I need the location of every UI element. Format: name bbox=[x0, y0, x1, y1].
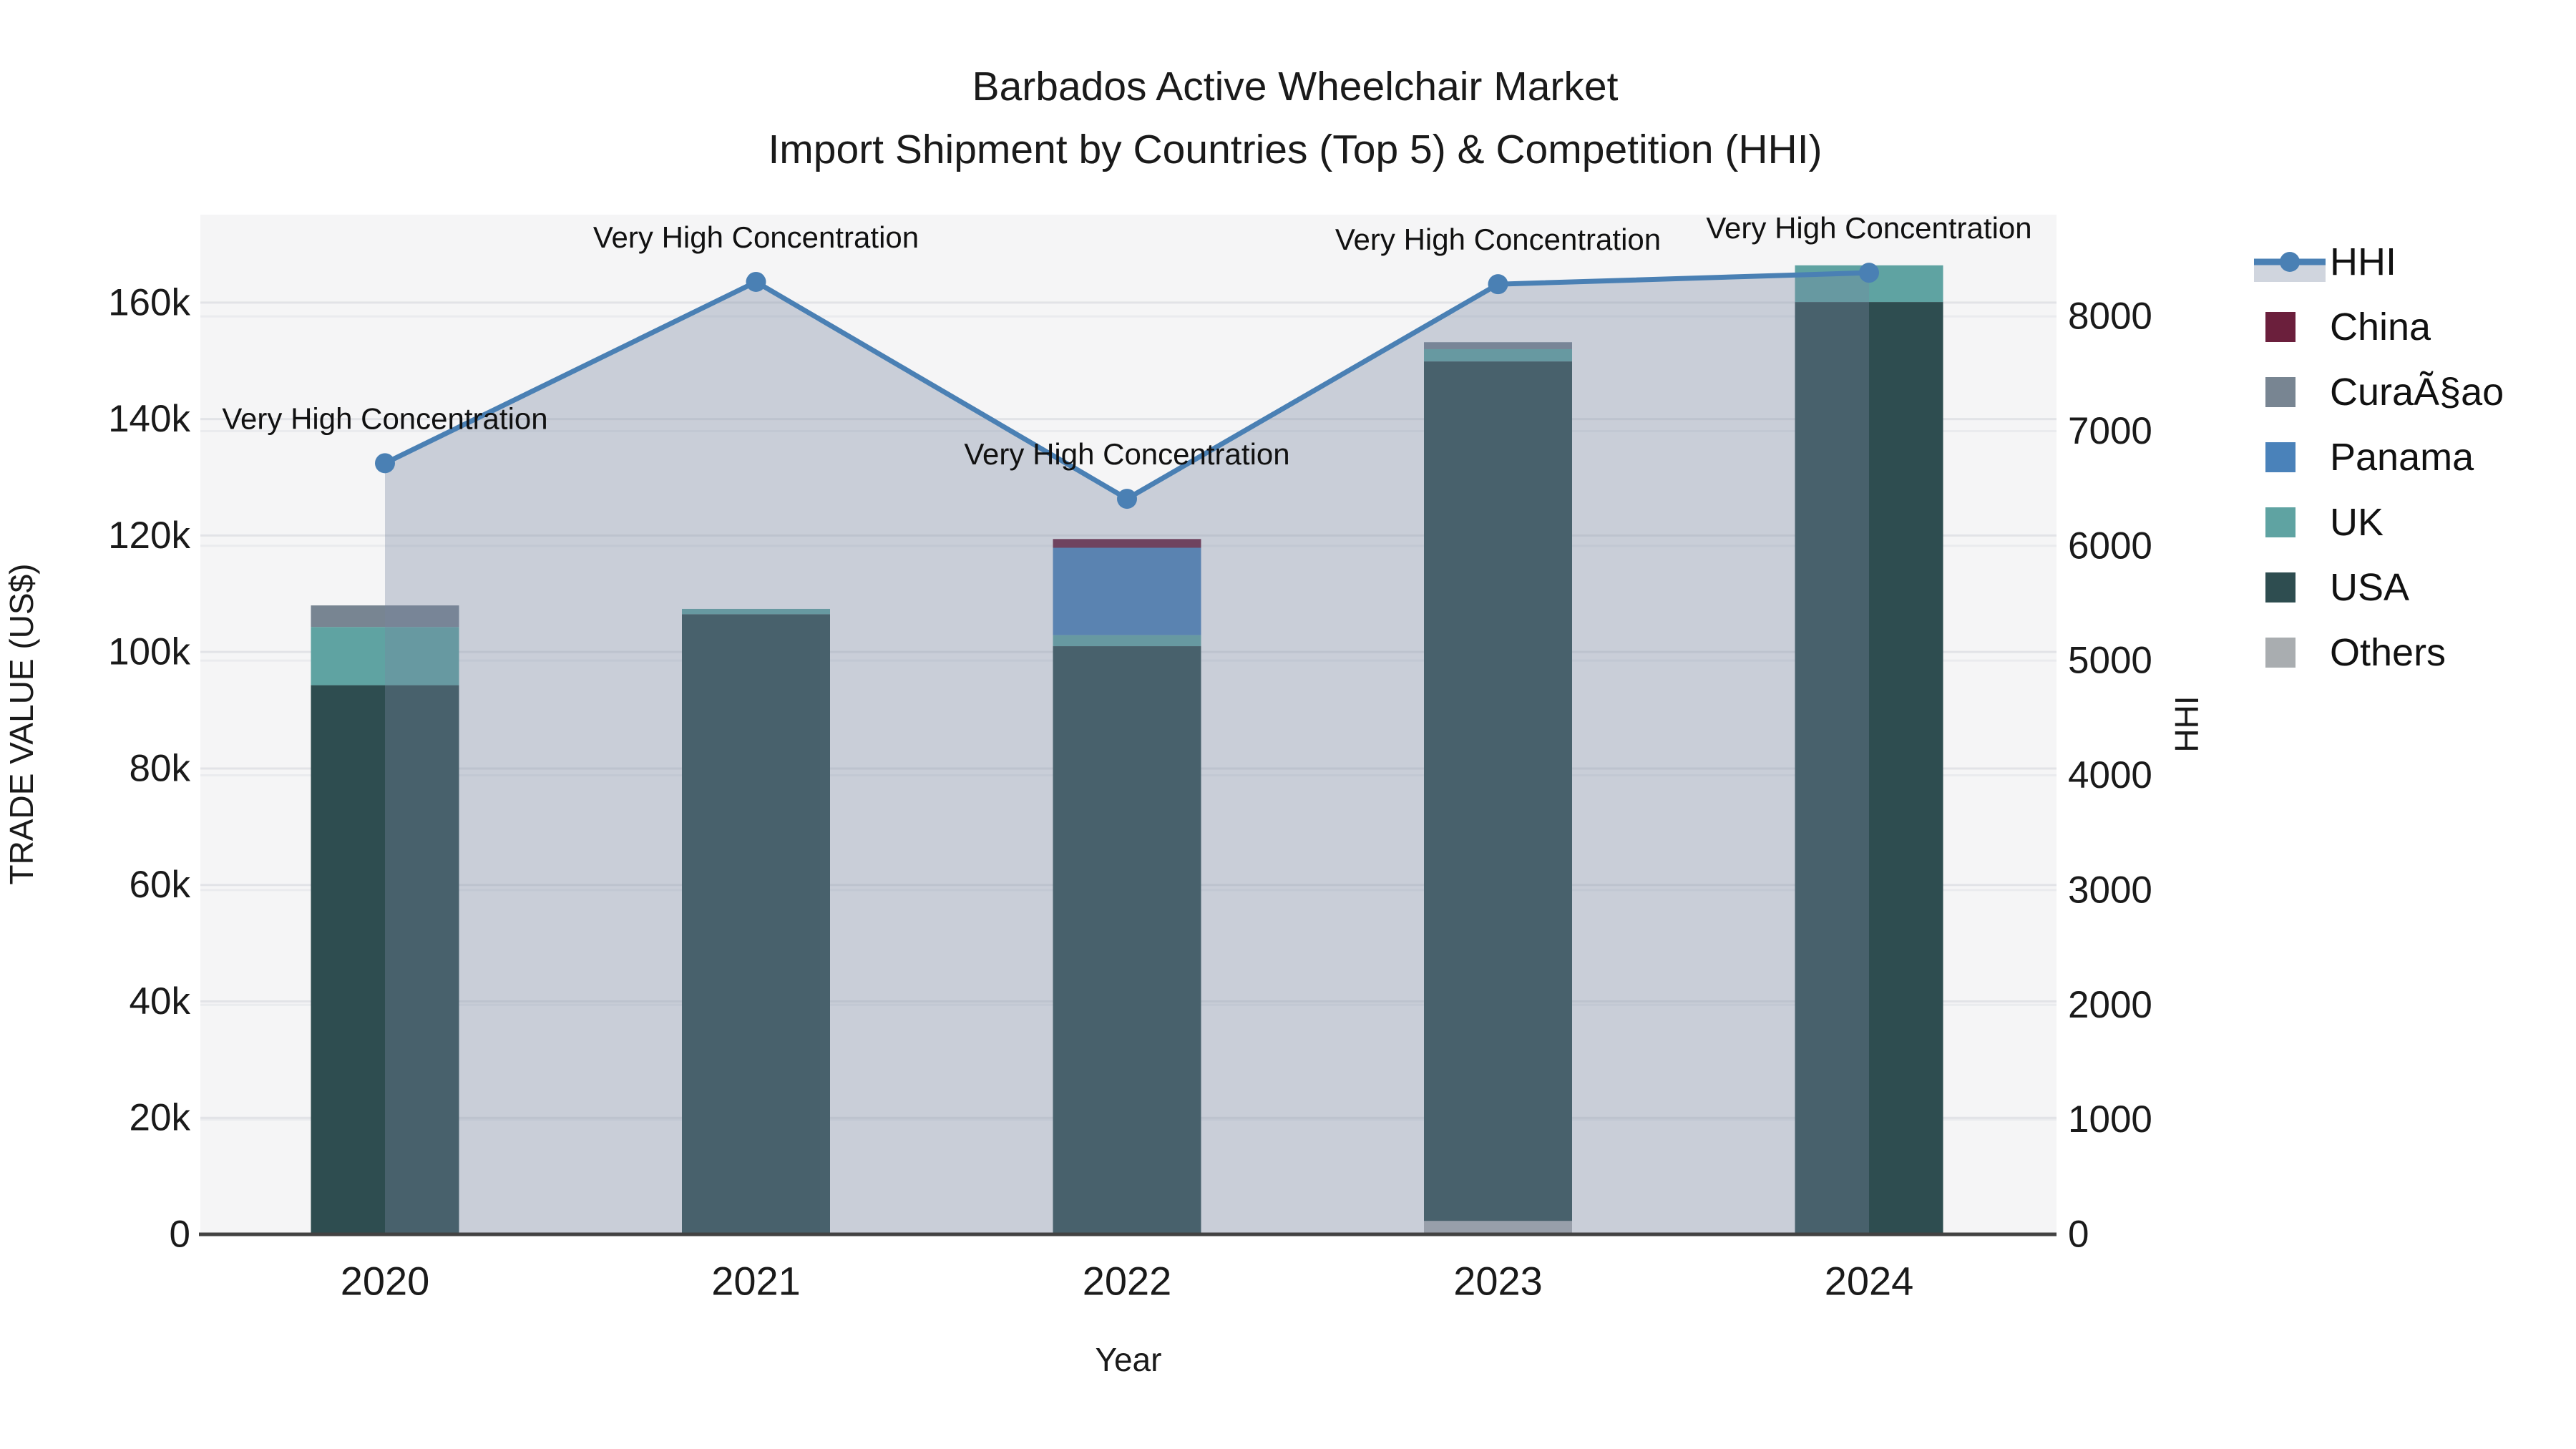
annotation-2023: Very High Concentration bbox=[1335, 223, 1661, 256]
hhi-marker-2024[interactable] bbox=[1859, 263, 1879, 283]
legend-label-usa[interactable]: USA bbox=[2330, 566, 2409, 609]
legend-item-uk[interactable]: UK bbox=[2265, 501, 2384, 544]
hhi-marker-2022[interactable] bbox=[1117, 489, 1137, 509]
x-tick-label-2022[interactable]: 2022 bbox=[1083, 1259, 1172, 1304]
left-tick-label: 20k bbox=[130, 1097, 191, 1139]
axis-tick-labels: 0 20k 40k 60k 80k 100k 120k 140k 160k 0 1000 2000 30… bbox=[108, 281, 2152, 1303]
x-tick-label-2024[interactable]: 2024 bbox=[1825, 1259, 1914, 1304]
legend-label-uk[interactable]: UK bbox=[2330, 501, 2384, 544]
hhi-marker-2023[interactable] bbox=[1488, 274, 1508, 295]
x-tick-label-2021[interactable]: 2021 bbox=[711, 1259, 801, 1304]
annotation-2022: Very High Concentration bbox=[964, 437, 1289, 471]
x-axis-title: Year bbox=[1096, 1341, 1162, 1378]
legend-swatch-uk bbox=[2265, 507, 2296, 537]
bar-segment-2024-usa[interactable] bbox=[1795, 302, 1943, 1234]
legend-item-usa[interactable]: USA bbox=[2265, 566, 2409, 609]
hhi-marker-2020[interactable] bbox=[375, 453, 395, 474]
left-tick-label: 140k bbox=[108, 398, 190, 440]
left-tick-label: 0 bbox=[170, 1214, 190, 1256]
legend: HHI China CuraÃ§ao Panama UK USA Others bbox=[2254, 240, 2504, 674]
hhi-marker-2021[interactable] bbox=[746, 271, 766, 292]
bar-segment-2021-uk[interactable] bbox=[682, 608, 830, 615]
bar-segment-2023-curaao[interactable] bbox=[1424, 342, 1572, 349]
legend-hhi-marker-icon bbox=[2280, 252, 2300, 272]
bar-segment-2020-uk[interactable] bbox=[311, 627, 459, 686]
legend-label-hhi[interactable]: HHI bbox=[2330, 240, 2396, 283]
bar-segment-2022-usa[interactable] bbox=[1053, 646, 1201, 1234]
stacked-bars bbox=[311, 265, 1943, 1234]
legend-item-others[interactable]: Others bbox=[2265, 631, 2446, 674]
bar-segment-2020-usa[interactable] bbox=[311, 685, 459, 1234]
bar-segment-2020-curaao[interactable] bbox=[311, 605, 459, 628]
legend-swatch-curaao bbox=[2265, 377, 2296, 407]
right-tick-label: 0 bbox=[2068, 1214, 2089, 1256]
x-tick-label-2023[interactable]: 2023 bbox=[1453, 1259, 1543, 1304]
right-tick-label: 3000 bbox=[2068, 869, 2152, 911]
left-tick-label: 100k bbox=[108, 631, 190, 673]
annotation-2020: Very High Concentration bbox=[222, 401, 547, 435]
bar-segment-2021-usa[interactable] bbox=[682, 614, 830, 1234]
legend-item-hhi[interactable]: HHI bbox=[2254, 240, 2396, 283]
legend-label-others[interactable]: Others bbox=[2330, 631, 2446, 674]
legend-label-curaao[interactable]: CuraÃ§ao bbox=[2330, 371, 2504, 414]
annotation-2024: Very High Concentration bbox=[1706, 211, 2031, 245]
annotation-2021: Very High Concentration bbox=[593, 220, 919, 254]
legend-swatch-others bbox=[2265, 638, 2296, 668]
legend-item-curaao[interactable]: CuraÃ§ao bbox=[2265, 371, 2504, 414]
legend-item-panama[interactable]: Panama bbox=[2265, 436, 2474, 479]
chart-title-line2: Import Shipment by Countries (Top 5) & C… bbox=[768, 127, 1822, 172]
legend-swatch-panama bbox=[2265, 442, 2296, 472]
bar-segment-2022-panama[interactable] bbox=[1053, 547, 1201, 635]
bar-segment-2022-uk[interactable] bbox=[1053, 635, 1201, 647]
bar-segment-2023-usa[interactable] bbox=[1424, 361, 1572, 1221]
right-tick-label: 8000 bbox=[2068, 296, 2152, 338]
left-axis-title: TRADE VALUE (US$) bbox=[3, 563, 40, 884]
left-tick-label: 80k bbox=[130, 747, 191, 789]
right-tick-label: 1000 bbox=[2068, 1098, 2152, 1141]
left-tick-label: 60k bbox=[130, 864, 191, 906]
bar-segment-2023-others[interactable] bbox=[1424, 1221, 1572, 1234]
hhi-area-fill bbox=[385, 273, 1869, 1234]
legend-swatch-usa bbox=[2265, 572, 2296, 602]
hhi-area-polygon bbox=[385, 273, 1869, 1234]
left-tick-label: 160k bbox=[108, 281, 190, 323]
right-tick-label: 7000 bbox=[2068, 410, 2152, 452]
legend-label-china[interactable]: China bbox=[2330, 306, 2431, 348]
left-tick-label: 40k bbox=[130, 980, 191, 1023]
chart-title-line1: Barbados Active Wheelchair Market bbox=[972, 64, 1619, 109]
legend-label-panama[interactable]: Panama bbox=[2330, 436, 2474, 479]
bar-segment-2022-china[interactable] bbox=[1053, 539, 1201, 548]
right-tick-label: 4000 bbox=[2068, 754, 2152, 796]
right-axis-title: HHI bbox=[2168, 696, 2205, 752]
right-tick-label: 5000 bbox=[2068, 640, 2152, 682]
legend-item-china[interactable]: China bbox=[2265, 306, 2431, 348]
x-tick-label-2020[interactable]: 2020 bbox=[341, 1259, 430, 1304]
legend-swatch-china bbox=[2265, 312, 2296, 342]
right-tick-label: 2000 bbox=[2068, 984, 2152, 1026]
annotations: Very High Concentration Very High Concent… bbox=[222, 211, 2031, 471]
right-tick-label: 6000 bbox=[2068, 525, 2152, 567]
hhi-line-series bbox=[375, 263, 1879, 509]
left-tick-label: 120k bbox=[108, 514, 190, 557]
bar-segment-2023-uk[interactable] bbox=[1424, 348, 1572, 362]
